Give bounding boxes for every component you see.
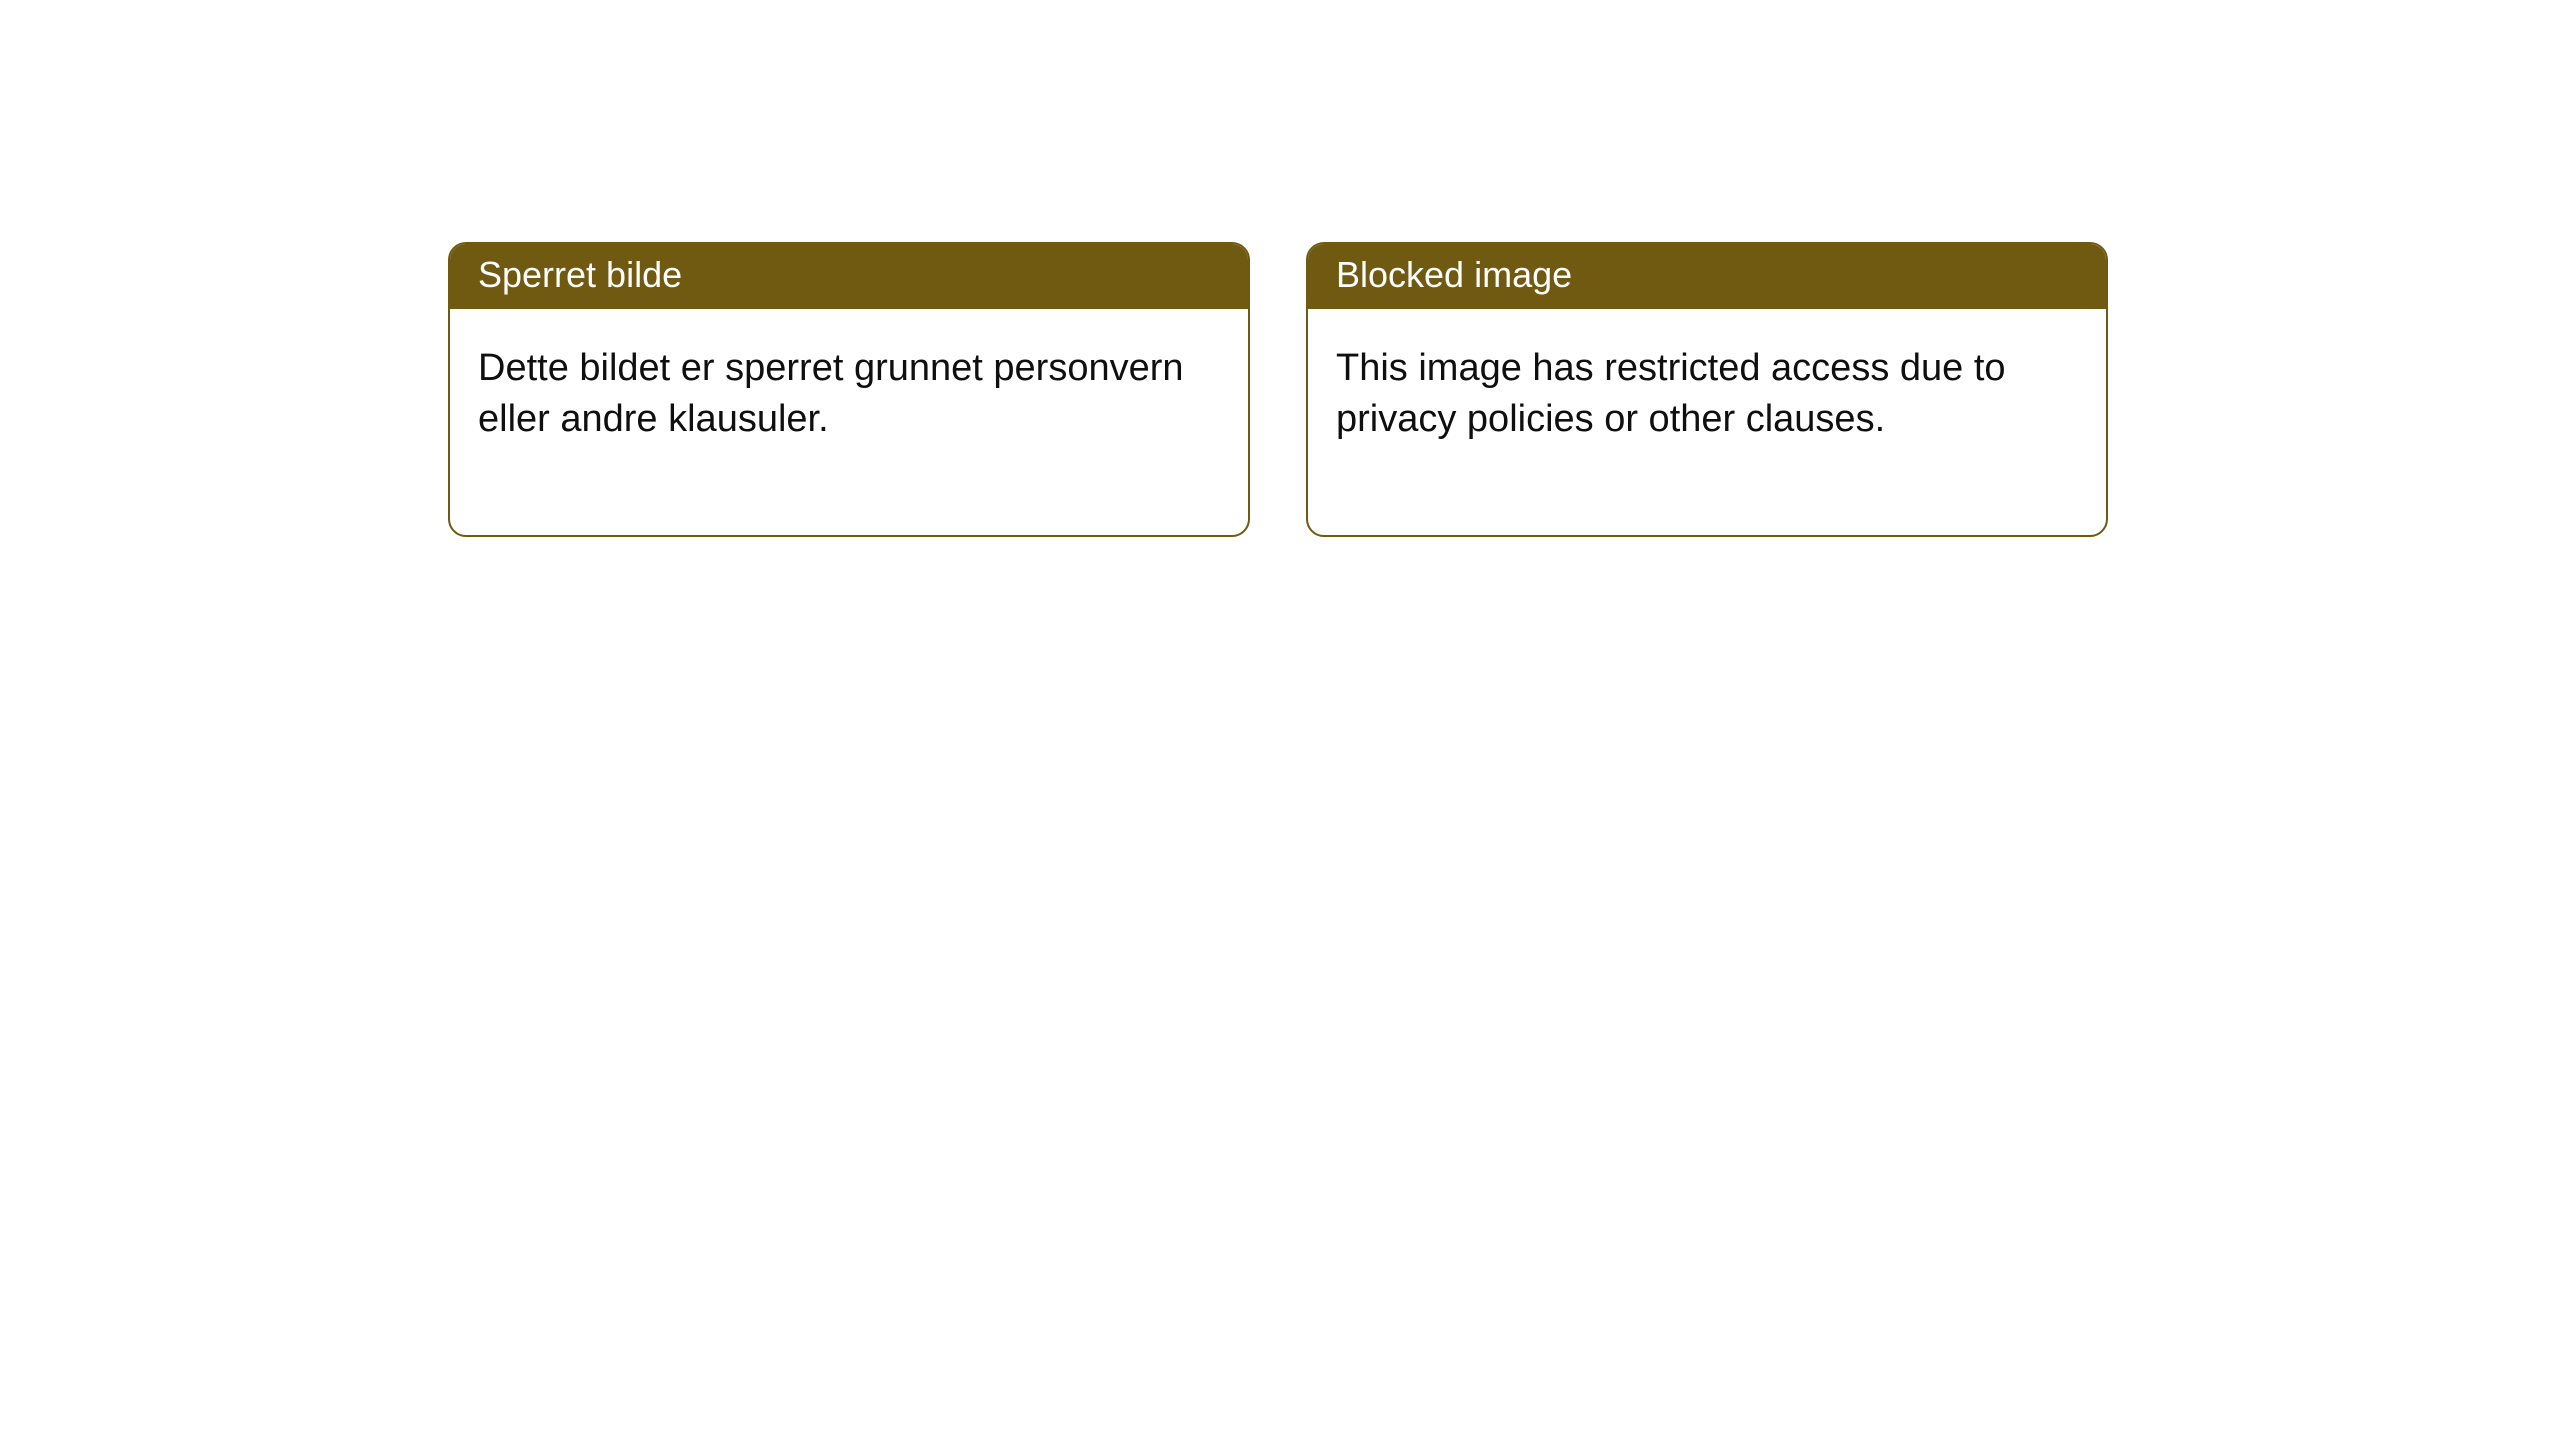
notice-header: Sperret bilde xyxy=(450,244,1248,309)
notice-header: Blocked image xyxy=(1308,244,2106,309)
notice-title: Sperret bilde xyxy=(478,254,682,295)
notice-container: Sperret bilde Dette bildet er sperret gr… xyxy=(0,0,2560,537)
notice-title: Blocked image xyxy=(1336,254,1572,295)
notice-box-norwegian: Sperret bilde Dette bildet er sperret gr… xyxy=(448,242,1250,537)
notice-text: This image has restricted access due to … xyxy=(1336,347,2006,440)
notice-box-english: Blocked image This image has restricted … xyxy=(1306,242,2108,537)
notice-body: This image has restricted access due to … xyxy=(1308,309,2106,536)
notice-text: Dette bildet er sperret grunnet personve… xyxy=(478,347,1184,440)
notice-body: Dette bildet er sperret grunnet personve… xyxy=(450,309,1248,536)
